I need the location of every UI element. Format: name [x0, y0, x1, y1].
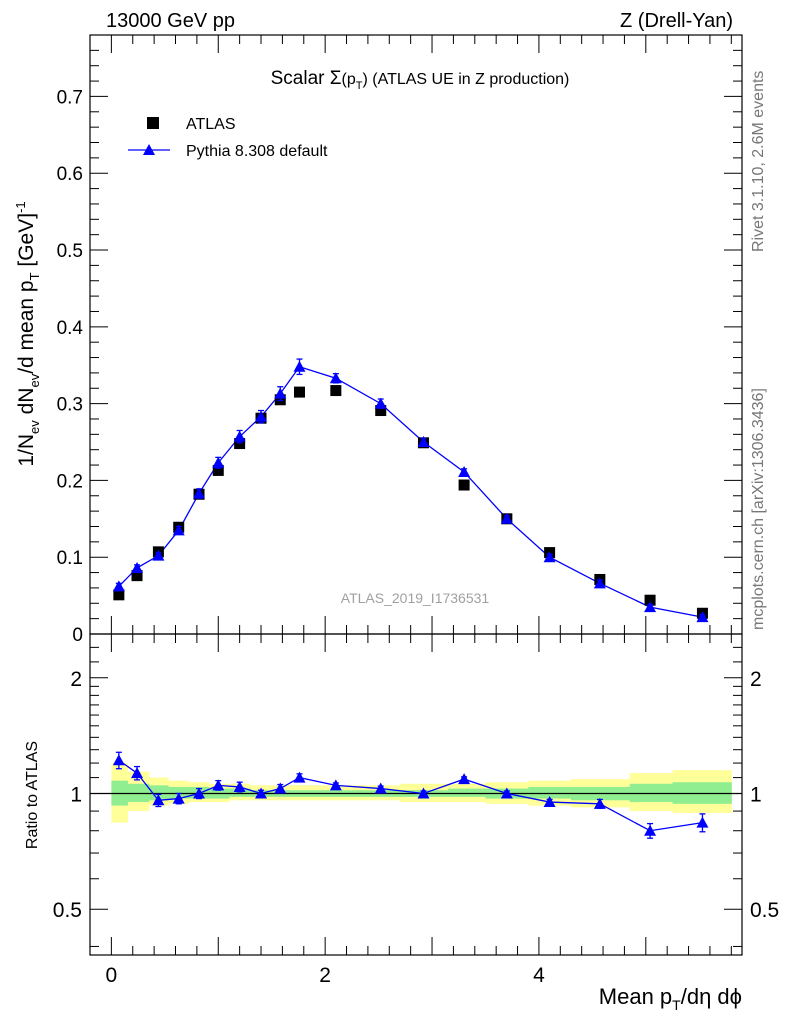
pythia-line — [118, 365, 703, 618]
x-tick-label: 2 — [319, 964, 331, 987]
ratio-series — [112, 751, 709, 839]
y-tick-label: 0.7 — [57, 87, 83, 108]
ratio-y-tick-label-left: 2 — [70, 668, 82, 691]
ratio-frame — [89, 633, 743, 956]
pythia-data-point — [193, 487, 206, 499]
pythia-data-point — [417, 436, 430, 448]
pythia-data-point — [172, 524, 185, 536]
y-tick-label: 0 — [72, 625, 83, 646]
pythia-data-point — [293, 360, 306, 372]
ratio-data-point — [696, 816, 709, 828]
stat-uncertainty-band — [168, 786, 189, 799]
pythia-data-point — [374, 397, 387, 409]
ratio-data-point — [374, 782, 387, 794]
main-series — [112, 358, 709, 623]
ratio-y-tick-label-right: 0.5 — [750, 899, 779, 922]
ratio-data-point — [152, 794, 165, 806]
atlas-data-point — [131, 570, 143, 582]
legend-label-pythia: Pythia 8.308 default — [186, 143, 328, 160]
svg-text:1/Nev dNev/d mean pT [GeV]-1: 1/Nev dNev/d mean pT [GeV]-1 — [13, 201, 42, 466]
main-y-axis-label: 1/Nev dNev/d mean pT [GeV]-1 — [13, 201, 42, 466]
ratio-data-point — [131, 767, 144, 779]
ratio-y-tick-label-left: 0.5 — [53, 899, 82, 922]
svg-text:Ratio to ATLAS: Ratio to ATLAS — [24, 741, 41, 849]
ratio-data-point — [193, 787, 206, 799]
atlas-data-point — [330, 385, 342, 397]
ratio-data-point — [112, 754, 125, 766]
x-tick-label: 0 — [106, 964, 118, 987]
ratio-data-point — [417, 787, 430, 799]
ratio-y-tick-label-left: 1 — [70, 783, 82, 806]
atlas-data-point — [113, 589, 125, 601]
legend-marker-atlas — [147, 117, 159, 129]
legend-marker-pythia — [143, 144, 155, 155]
atlas-data-point — [375, 405, 387, 417]
main-title: Scalar Σ(pT) (ATLAS UE in Z production) — [271, 68, 570, 92]
svg-text:Mean pT/dη dϕ: Mean pT/dη dϕ — [599, 984, 742, 1013]
ratio-axis-ticks: 0.5 0.5 1 1 2 2 0 2 4 — [53, 633, 779, 987]
stat-uncertainty-band — [148, 785, 169, 801]
ratio-data-point — [500, 787, 513, 799]
y-tick-label: 0.6 — [57, 164, 83, 185]
y-tick-label: 0.1 — [57, 548, 83, 569]
ratio-data-point — [329, 779, 342, 791]
ratio-data-point — [644, 824, 657, 836]
ratio-data-point — [593, 797, 606, 809]
pythia-data-point — [696, 611, 709, 623]
pythia-data-point — [212, 456, 225, 468]
y-tick-label: 0.3 — [57, 395, 83, 416]
legend: ATLAS Pythia 8.308 default — [128, 116, 328, 160]
mcplots-label: mcplots.cern.ch [arXiv:1306.3436] — [750, 388, 767, 630]
ratio-y-axis-label: Ratio to ATLAS — [24, 741, 41, 849]
pythia-data-point — [274, 387, 287, 399]
main-axis-ticks: 0 0.1 0.2 0.3 0.4 0.5 0.6 0.7 — [57, 35, 742, 646]
pythia-data-point — [329, 372, 342, 384]
pythia-data-point — [543, 551, 556, 563]
pythia-data-point — [644, 601, 657, 613]
pythia-data-point — [233, 430, 246, 442]
stat-uncertainty-band — [448, 788, 486, 797]
rivet-version-label: Rivet 3.1.10, 2.6M events — [750, 70, 767, 252]
ratio-y-tick-label-right: 2 — [750, 668, 762, 691]
pythia-data-point — [255, 410, 268, 422]
pythia-data-point — [112, 580, 125, 592]
x-tick-label: 4 — [533, 964, 545, 987]
atlas-data-point — [212, 464, 224, 476]
ratio-data-point — [274, 782, 287, 794]
svg-text:Scalar Σ(pT) (ATLAS UE in Z p: Scalar Σ(pT) (ATLAS UE in Z production) — [271, 68, 570, 92]
pythia-data-point — [500, 512, 513, 524]
pythia-data-point — [593, 577, 606, 589]
x-axis-label: Mean pT/dη dϕ — [599, 984, 742, 1013]
atlas-data-point — [644, 594, 656, 606]
atlas-data-point — [458, 479, 470, 491]
ratio-data-point — [543, 796, 556, 808]
ratio-data-point — [233, 780, 246, 792]
y-tick-label: 0.4 — [57, 318, 84, 339]
analysis-watermark: ATLAS_2019_I1736531 — [341, 590, 490, 606]
ratio-data-point — [458, 773, 471, 785]
legend-label-atlas: ATLAS — [186, 116, 236, 133]
y-tick-label: 0.5 — [57, 241, 83, 262]
stat-uncertainty-band — [228, 788, 251, 797]
atlas-data-point — [293, 386, 305, 398]
ratio-data-point — [172, 792, 185, 804]
y-tick-label: 0.2 — [57, 471, 83, 492]
ratio-data-point — [293, 771, 306, 783]
pythia-data-point — [131, 561, 144, 573]
header-right: Z (Drell-Yan) — [620, 10, 733, 32]
header-left: 13000 GeV pp — [106, 10, 235, 32]
ratio-y-tick-label-right: 1 — [750, 783, 762, 806]
ratio-data-point — [212, 779, 225, 791]
atlas-data-point — [234, 438, 246, 450]
ratio-data-point — [255, 787, 268, 799]
pythia-data-point — [152, 549, 165, 561]
stat-uncertainty-band — [528, 786, 572, 799]
pythia-data-point — [458, 465, 471, 477]
